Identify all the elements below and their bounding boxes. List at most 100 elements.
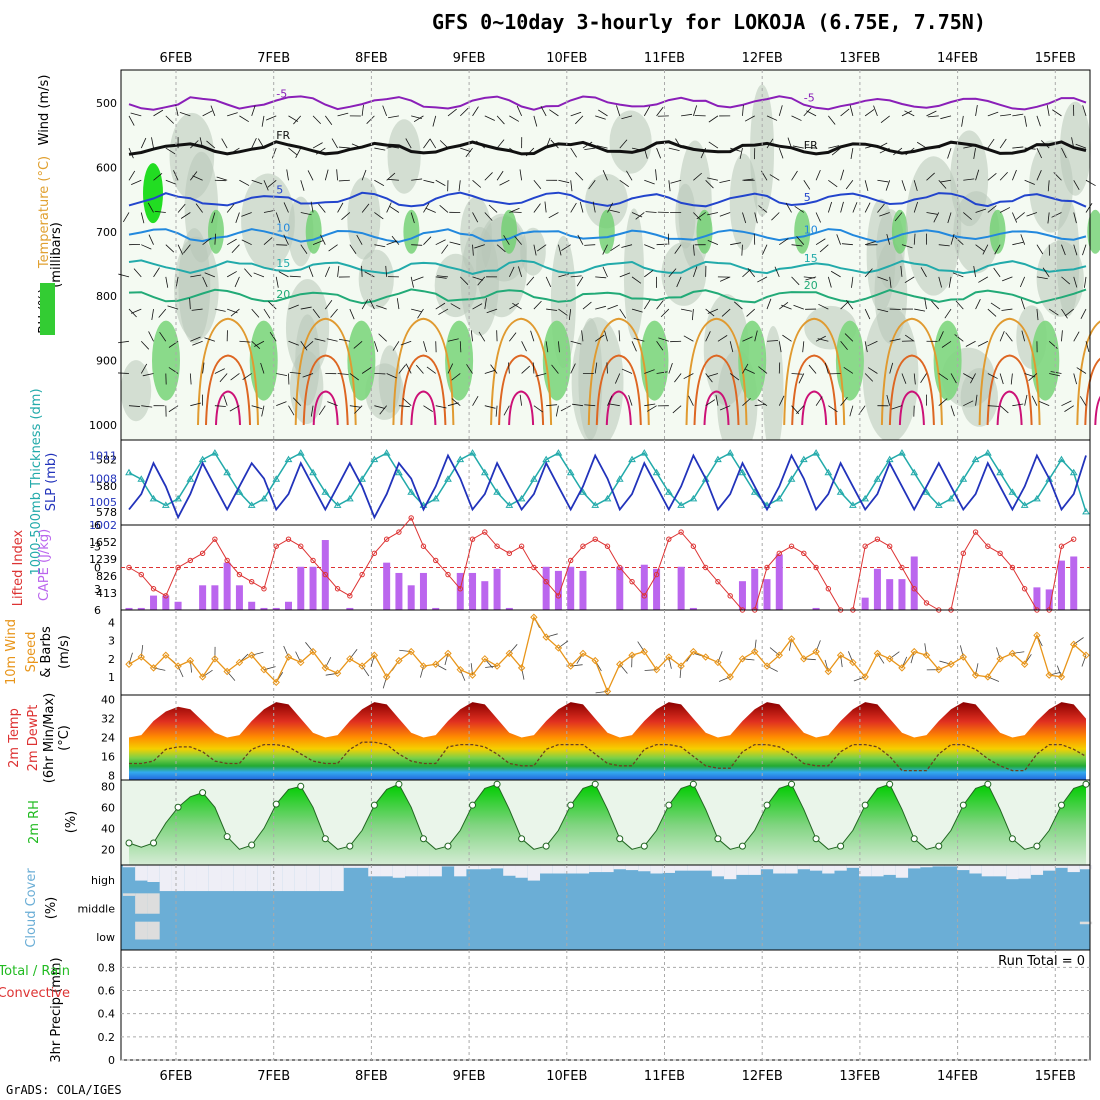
cloud-high-cell (405, 865, 418, 877)
wind-barb (518, 266, 522, 277)
wind-barb (864, 180, 869, 192)
wind-barb (1001, 308, 1013, 311)
thickness-point (1045, 475, 1054, 482)
rh-point (1057, 801, 1065, 809)
cloud-high-cell (1018, 865, 1031, 879)
cloud-high-cell (613, 865, 626, 870)
cape-bar (125, 607, 133, 610)
wind-barb (223, 395, 228, 406)
wind-barb (607, 304, 618, 310)
wind-speed-point (726, 673, 734, 681)
cloud-high-cell (392, 865, 406, 878)
wind-barb (877, 308, 889, 313)
li-tick: 6 (94, 604, 101, 617)
surface-wind-barb (803, 658, 816, 661)
wind-barb (470, 330, 473, 342)
cloud-high-cell (736, 865, 749, 875)
lifted-index-point (518, 543, 525, 549)
thickness-point (493, 488, 501, 495)
thickness-point (554, 449, 563, 456)
temp-contour-30 (205, 354, 251, 426)
wind-barb (310, 201, 314, 213)
precip-tick: 0.8 (98, 961, 116, 974)
wind-speed-point (407, 647, 415, 656)
wind-barb (584, 147, 596, 151)
wind-barb (631, 341, 637, 352)
cloud-high-cell (233, 865, 246, 892)
temp-contour-35 (215, 390, 241, 426)
temp-contour-30 (400, 354, 447, 426)
thickness-point (235, 488, 244, 495)
wind-barb (241, 239, 252, 246)
wind-speed-point (530, 613, 538, 621)
wind-speed-point (468, 671, 477, 679)
wind-barb (683, 335, 694, 342)
rh-point (984, 780, 992, 788)
wind-barb (382, 105, 388, 117)
wind-barb (521, 365, 531, 374)
wind-barb (913, 201, 918, 213)
temp-tick: 24 (101, 732, 115, 745)
wind-barb (1085, 341, 1090, 352)
precip-tick: 0.6 (98, 985, 116, 998)
wind-barb (889, 276, 892, 288)
cloud-high-cell (601, 865, 614, 873)
wind-barb (1073, 276, 1078, 288)
thickness-point (505, 501, 514, 508)
wind-barb (308, 266, 314, 278)
rh-blob-moist (794, 209, 811, 254)
pressure-tick: 500 (96, 97, 117, 110)
wind-barb (926, 172, 935, 181)
lifted-index-point (224, 557, 230, 564)
wind-barb (509, 115, 520, 122)
wind-speed-point (935, 665, 943, 674)
lifted-index-point (567, 557, 574, 564)
wind-barb (1082, 244, 1087, 256)
cape-tick: 1652 (89, 536, 117, 549)
wind-barb (545, 137, 551, 149)
wind-barb (214, 368, 225, 374)
wind-speed-point (922, 651, 931, 659)
wind-barb (596, 145, 608, 149)
rh-point (886, 780, 894, 788)
lifted-index-point (997, 550, 1003, 557)
wind-barb (276, 401, 287, 407)
rh-point (493, 780, 501, 788)
thickness-point (750, 488, 759, 495)
wind-barb (402, 398, 412, 406)
date-label-top: 8FEB (355, 51, 388, 66)
wind-barb (608, 403, 620, 407)
wind-speed-point (247, 651, 256, 659)
wind-speed-point (493, 662, 501, 670)
wind-barb (1002, 276, 1013, 282)
wind-barb (717, 335, 728, 342)
wind-barb (879, 147, 890, 154)
wind-barb (719, 405, 731, 411)
wind-barb (191, 308, 203, 311)
wind-barb (496, 115, 505, 125)
wind-barb (646, 405, 657, 412)
wind-barb (721, 308, 731, 317)
cloud-high-cell (147, 865, 160, 882)
wind-barb (488, 204, 498, 213)
wind-barb (803, 180, 811, 190)
wind-barb (877, 142, 888, 149)
wind-barb (668, 362, 673, 374)
rh-blob (950, 130, 989, 227)
wind-barb (153, 172, 163, 181)
wind-barb (604, 330, 608, 342)
wind-barb (1085, 179, 1096, 187)
wind-barb (584, 404, 596, 407)
thickness-point (836, 488, 845, 495)
wind-barb (447, 363, 454, 374)
rh-point (395, 780, 403, 788)
wind-barb (950, 405, 955, 417)
wind-barb (484, 369, 496, 374)
wind-barb (914, 308, 926, 312)
wind-barb (508, 362, 510, 374)
wind-barb (674, 373, 682, 383)
wind-barb (286, 169, 289, 181)
wind-barb (1020, 298, 1026, 310)
wind-barb (754, 403, 766, 407)
wind-barb (757, 276, 768, 283)
